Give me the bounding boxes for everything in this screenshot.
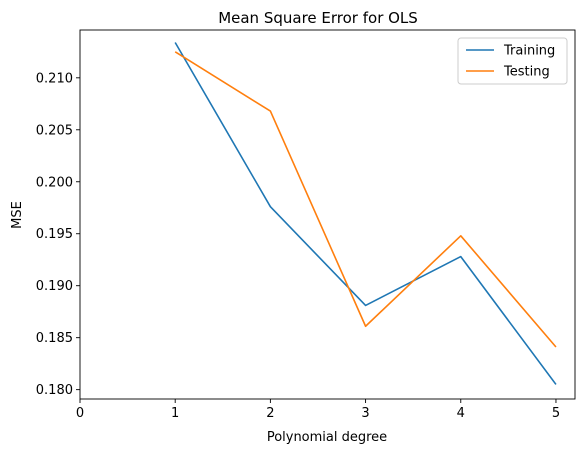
plot-area [79, 29, 576, 400]
series-lines [174, 42, 557, 385]
x-axis-label: Polynomial degree [267, 430, 387, 445]
y-tick-label: 0.190 [36, 279, 73, 294]
x-tick-label: 4 [457, 406, 465, 421]
series-line-testing [174, 51, 557, 348]
legend-label: Training [503, 44, 555, 59]
legend: Training Testing [457, 37, 568, 85]
y-tick-label: 0.180 [36, 383, 73, 398]
x-axis: 0 1 2 3 4 5 [76, 399, 560, 421]
y-tick-label: 0.210 [36, 71, 73, 86]
y-tick-label: 0.200 [36, 175, 73, 190]
x-tick-label: 3 [361, 406, 369, 421]
x-tick-label: 1 [171, 406, 179, 421]
y-axis: 0.180 0.185 0.190 0.195 0.200 0.205 0.210 [36, 71, 80, 398]
y-tick-label: 0.195 [36, 227, 73, 242]
series-line-training [174, 42, 557, 385]
x-tick-label: 5 [552, 406, 560, 421]
chart-title: Mean Square Error for OLS [218, 9, 418, 27]
y-tick-label: 0.185 [36, 331, 73, 346]
y-axis-label: MSE [10, 201, 25, 229]
y-tick-label: 0.205 [36, 123, 73, 138]
x-tick-label: 2 [266, 406, 274, 421]
legend-label: Testing [503, 65, 550, 80]
x-tick-label: 0 [76, 406, 84, 421]
